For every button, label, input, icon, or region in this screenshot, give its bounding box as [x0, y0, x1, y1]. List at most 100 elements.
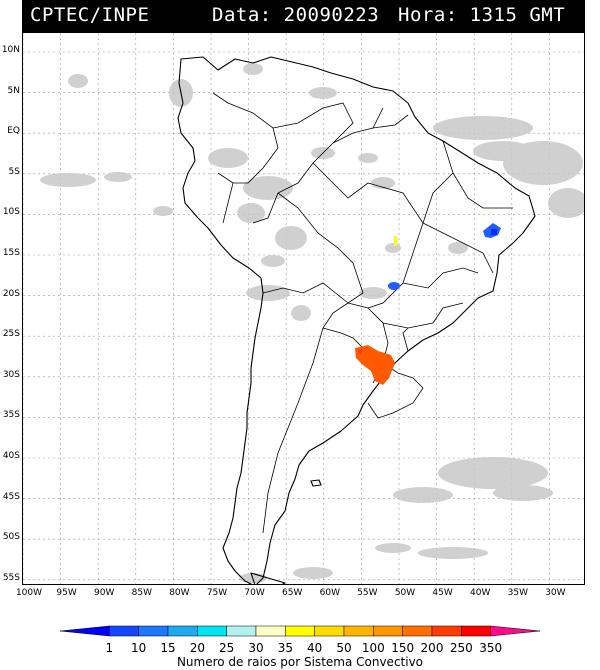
cloud-patch	[438, 457, 548, 489]
cloud-patch	[359, 287, 387, 299]
lat-label: 5N	[7, 85, 20, 96]
colorbar-segment	[285, 625, 315, 637]
lon-label: 80W	[169, 588, 190, 598]
cloud-patch	[548, 188, 584, 218]
lat-label: 35S	[2, 410, 20, 421]
colorbar-segment	[109, 625, 139, 637]
lat-label: 30S	[2, 369, 20, 380]
lat-label: 15S	[2, 248, 20, 258]
colorbar-segment	[138, 625, 169, 637]
cloud-patch	[371, 177, 395, 189]
cloud-patch	[243, 176, 293, 200]
lon-label: 85W	[131, 588, 152, 598]
lat-label: 10N	[1, 45, 20, 55]
cloud-patch	[375, 543, 411, 553]
colorbar-tick-label: 1	[105, 641, 114, 655]
lon-label: 45W	[432, 588, 453, 598]
agency-title: CPTEC/INPE	[30, 4, 150, 26]
cloud-patch	[243, 63, 263, 75]
lat-label: 50S	[2, 532, 20, 543]
cloud-patch	[493, 485, 553, 501]
colorbar-tick-label: 350	[479, 641, 503, 655]
lon-label: 70W	[244, 588, 265, 598]
colorbar-title: Numero de raios por Sistema Convectivo	[176, 655, 424, 669]
falklands	[310, 479, 322, 487]
cloud-patch	[385, 243, 401, 253]
colorbar-tick-label: 200	[420, 641, 444, 655]
system-southern-brazil	[355, 345, 395, 385]
system-tocantins	[394, 236, 397, 246]
system-central-brazil	[388, 282, 400, 290]
cloud-patch	[473, 141, 533, 161]
lon-label: 60W	[319, 588, 340, 598]
cloud-patch	[291, 305, 311, 321]
cloud-patch	[208, 148, 248, 168]
colorbar-tick-label: 50	[336, 641, 352, 655]
cloud-patch	[104, 172, 132, 182]
colorbar	[59, 625, 541, 637]
colorbar-segment	[490, 625, 541, 637]
colorbar-tick-label: 35	[277, 641, 293, 655]
colorbar-tick-label: 20	[189, 641, 205, 655]
lat-label: 5S	[8, 166, 20, 177]
lat-label: 20S	[2, 288, 20, 299]
colorbar-tick-label: 25	[219, 641, 235, 655]
cloud-patch	[40, 173, 96, 187]
colorbar-tick-label: 40	[307, 641, 323, 655]
lon-label: 55W	[357, 588, 378, 598]
colorbar-tick-label: 15	[160, 641, 176, 655]
cloud-patch	[261, 255, 285, 267]
colorbar-segment	[59, 625, 110, 637]
cloud-patch	[293, 567, 333, 579]
continent-outline	[177, 56, 536, 584]
colorbar-segment	[402, 625, 433, 637]
cloud-patch	[275, 226, 307, 250]
colorbar-segment	[197, 625, 227, 637]
cloud-patch	[246, 285, 290, 301]
colorbar-segment	[255, 625, 286, 637]
cloud-patch	[418, 547, 488, 559]
lightning-systems	[355, 223, 501, 385]
tierra-del-fuego	[250, 572, 286, 584]
cloud-patch	[237, 203, 265, 223]
south-america-coastline	[177, 56, 536, 584]
colorbar-segment	[373, 625, 403, 637]
colorbar-segment	[461, 625, 491, 637]
lon-label: 90W	[94, 588, 115, 598]
cloud-patch	[153, 206, 173, 216]
lat-label: 40S	[2, 451, 20, 461]
lon-label: 95W	[56, 588, 77, 598]
lon-label: 40W	[470, 588, 491, 598]
cloud-patch	[393, 487, 453, 503]
lat-label: EQ	[7, 126, 20, 137]
lat-label: 10S	[2, 207, 20, 218]
colorbar-tick-label: 150	[391, 641, 415, 655]
cloud-patch	[433, 116, 533, 140]
lon-label: 30W	[545, 588, 566, 598]
colorbar-tick-label: 250	[449, 641, 473, 655]
time-label: Hora: 1315 GMT	[398, 4, 566, 26]
cloud-cover	[40, 63, 584, 583]
colorbar-tick-label: 10	[131, 641, 147, 655]
map-canvas	[23, 33, 584, 584]
lon-label: 75W	[206, 588, 228, 598]
colorbar-segment	[343, 625, 374, 637]
lon-label: 50W	[394, 588, 416, 598]
lon-label: 35W	[507, 588, 528, 598]
colorbar-segment	[226, 625, 257, 637]
cloud-patch	[309, 87, 337, 99]
lon-label: 100W	[15, 588, 43, 598]
map-header: CPTEC/INPE Data: 20090223 Hora: 1315 GMT	[22, 0, 585, 32]
lat-label: 25S	[2, 329, 20, 340]
lat-label: 45S	[2, 491, 20, 502]
cloud-patch	[68, 74, 88, 88]
colorbar-tick-label: 30	[248, 641, 264, 655]
colorbar-tick-label: 100	[361, 641, 385, 655]
map-area	[22, 32, 585, 585]
date-label: Data: 20090223	[212, 4, 380, 26]
lat-label: 55S	[2, 572, 20, 583]
system-northeast-brazil	[483, 223, 501, 238]
colorbar-segment	[167, 625, 198, 637]
cloud-patch	[448, 242, 468, 254]
lon-label: 65W	[282, 588, 303, 598]
